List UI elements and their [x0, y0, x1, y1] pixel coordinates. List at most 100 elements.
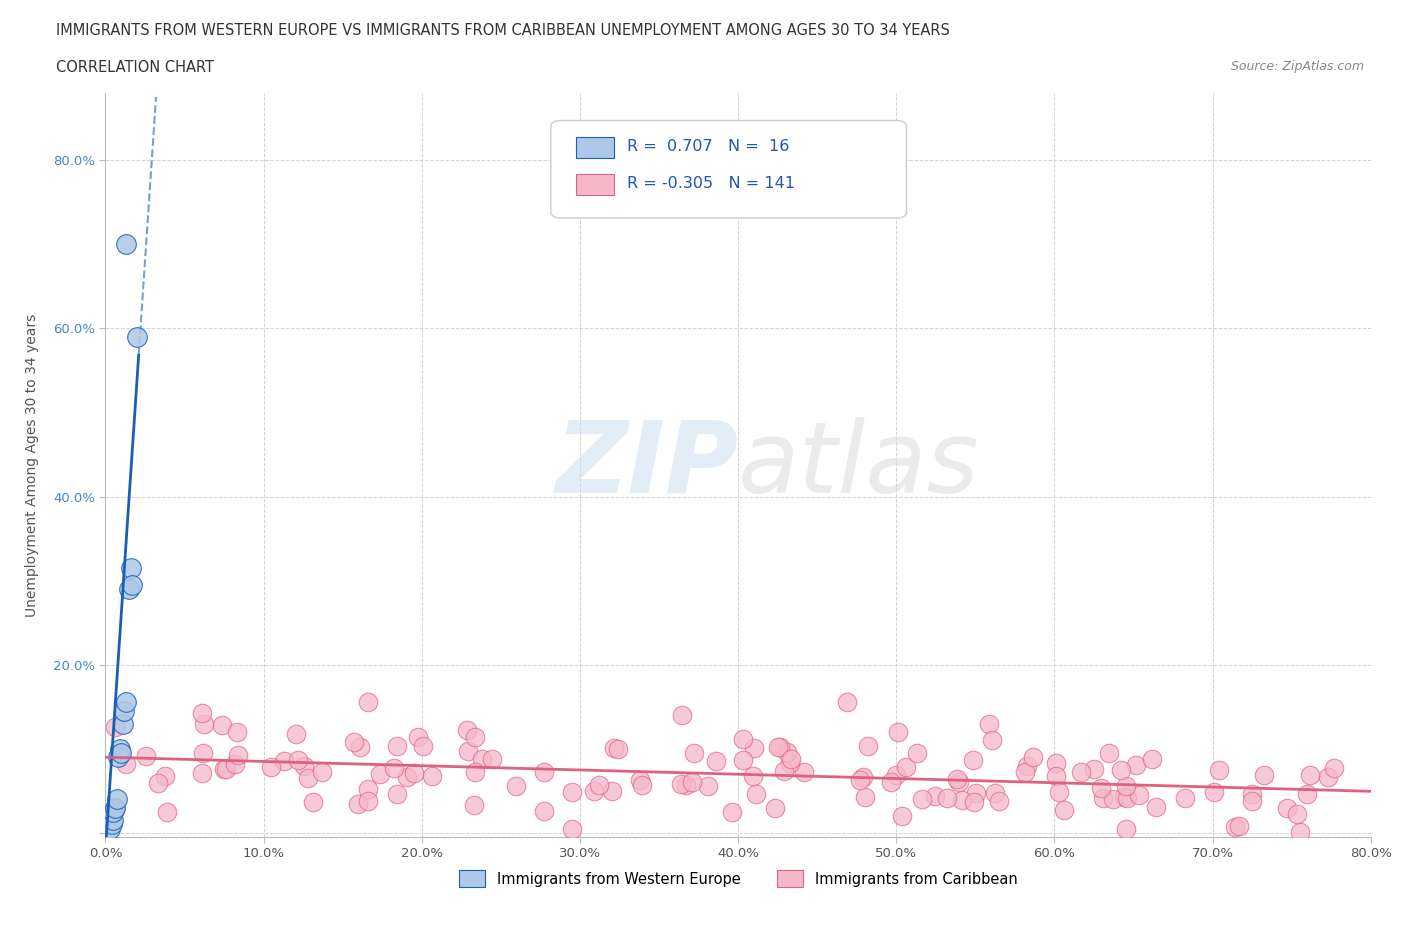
Point	[1322, 761, 1344, 776]
Point	[704, 754, 727, 769]
Point	[981, 733, 1004, 748]
Point	[1115, 821, 1137, 836]
Point	[1045, 769, 1067, 784]
Point	[1289, 825, 1312, 840]
Point	[1299, 767, 1322, 782]
Point	[343, 735, 366, 750]
Point	[733, 752, 755, 767]
Point	[111, 716, 134, 731]
Point	[402, 765, 425, 780]
Point	[470, 751, 492, 766]
Point	[284, 727, 307, 742]
Point	[1045, 756, 1067, 771]
Point	[153, 769, 176, 784]
Point	[1017, 758, 1039, 773]
Point	[118, 581, 141, 596]
Point	[1116, 790, 1139, 805]
Point	[105, 791, 128, 806]
Point	[103, 813, 125, 828]
Point	[1128, 788, 1150, 803]
Point	[979, 716, 1001, 731]
Point	[561, 821, 583, 836]
Point	[228, 748, 250, 763]
Point	[98, 821, 121, 836]
Point	[697, 778, 720, 793]
Point	[766, 739, 789, 754]
Point	[412, 739, 434, 754]
Point	[1253, 768, 1275, 783]
Point	[115, 695, 138, 710]
Point	[148, 775, 170, 790]
Point	[1101, 791, 1123, 806]
Point	[1144, 800, 1167, 815]
Point	[273, 753, 295, 768]
Point	[936, 790, 959, 805]
Point	[1114, 790, 1136, 804]
Point	[776, 745, 799, 760]
Point	[681, 775, 703, 790]
Bar	[576, 174, 614, 195]
Point	[924, 789, 946, 804]
Point	[104, 800, 127, 815]
Point	[600, 784, 623, 799]
Point	[742, 740, 765, 755]
Point	[852, 770, 875, 785]
Point	[631, 777, 654, 792]
Point	[211, 718, 233, 733]
Point	[1240, 793, 1263, 808]
Point	[963, 794, 986, 809]
Point	[1204, 784, 1226, 799]
Point	[533, 764, 555, 779]
Point	[193, 716, 215, 731]
Point	[385, 787, 408, 802]
Bar	[576, 137, 614, 158]
Point	[115, 237, 138, 252]
Point	[848, 772, 870, 787]
Point	[628, 773, 651, 788]
Point	[1296, 787, 1319, 802]
Y-axis label: Unemployment Among Ages 30 to 34 years: Unemployment Among Ages 30 to 34 years	[25, 313, 39, 617]
Point	[1223, 820, 1246, 835]
Point	[793, 764, 815, 779]
Point	[1286, 807, 1309, 822]
Point	[396, 770, 419, 785]
Point	[983, 786, 1005, 801]
Point	[464, 730, 486, 745]
Point	[463, 798, 485, 813]
Point	[837, 695, 859, 710]
Point	[110, 746, 132, 761]
Text: R =  0.707   N =  16: R = 0.707 N = 16	[627, 140, 789, 154]
Point	[114, 703, 135, 718]
Point	[349, 739, 371, 754]
Point	[779, 751, 801, 766]
Point	[382, 761, 405, 776]
Point	[945, 772, 967, 787]
Point	[721, 804, 744, 819]
Point	[191, 765, 214, 780]
Point	[1047, 784, 1070, 799]
Point	[884, 767, 907, 782]
Point	[880, 775, 903, 790]
Point	[1125, 758, 1147, 773]
Point	[607, 742, 630, 757]
Point	[422, 769, 444, 784]
Point	[121, 578, 143, 592]
Point	[683, 746, 706, 761]
Point	[894, 760, 917, 775]
Point	[1140, 751, 1163, 766]
Point	[357, 782, 380, 797]
Point	[190, 706, 212, 721]
Point	[988, 793, 1011, 808]
Point	[505, 778, 527, 793]
Point	[107, 750, 129, 764]
Point	[671, 708, 693, 723]
Point	[603, 740, 626, 755]
Point	[464, 764, 486, 779]
Point	[905, 746, 928, 761]
Point	[948, 775, 970, 790]
Point	[357, 695, 380, 710]
Point	[104, 720, 127, 735]
Point	[357, 793, 380, 808]
Point	[1090, 781, 1112, 796]
Text: ZIP: ZIP	[555, 417, 738, 513]
